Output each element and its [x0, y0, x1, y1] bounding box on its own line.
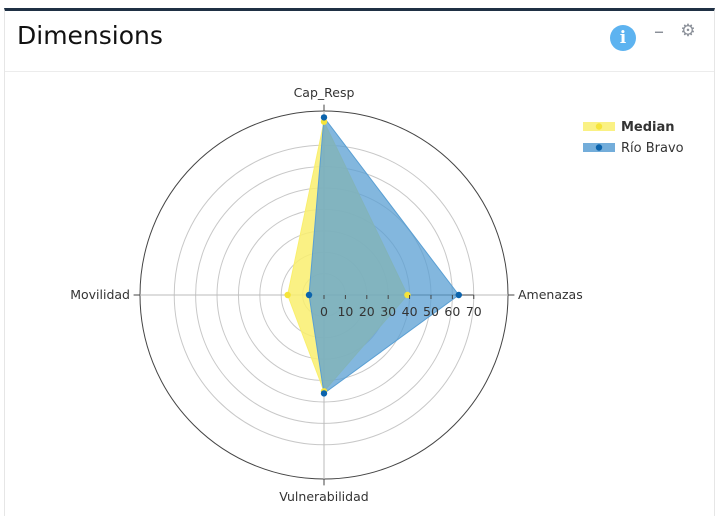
legend-label-0: Median: [621, 120, 675, 135]
panel-header: Dimensions i – ⚙: [5, 11, 714, 72]
series-0-point-1: [404, 291, 411, 299]
panel-title: Dimensions: [17, 21, 163, 50]
tick-label-70: 70: [466, 304, 482, 319]
tick-label-30: 30: [380, 304, 396, 319]
series-1-point-2: [320, 390, 328, 397]
series-area-1: [308, 116, 460, 395]
tick-label-40: 40: [402, 304, 418, 319]
minimize-icon[interactable]: –: [654, 19, 664, 43]
legend-marker-1: [595, 144, 603, 151]
tick-label-10: 10: [337, 304, 353, 319]
series-1-point-1: [455, 291, 462, 299]
tick-label-20: 20: [359, 304, 375, 319]
info-icon[interactable]: i: [610, 25, 636, 51]
axis-label-1: Amenazas: [518, 287, 583, 302]
tick-label-0: 0: [320, 304, 328, 319]
axis-label-2: Vulnerabilidad: [279, 489, 368, 504]
legend-label-1: Río Bravo: [621, 141, 684, 156]
tick-label-60: 60: [444, 304, 460, 319]
gear-icon[interactable]: ⚙: [680, 21, 696, 41]
series-1-point-0: [320, 114, 328, 121]
tick-label-50: 50: [423, 304, 439, 319]
series-0-point-3: [284, 291, 291, 299]
legend-marker-0: [595, 123, 603, 130]
axis-label-0: Cap_Resp: [294, 85, 355, 100]
series-1-point-3: [305, 291, 313, 299]
axis-label-3: Movilidad: [70, 287, 130, 302]
